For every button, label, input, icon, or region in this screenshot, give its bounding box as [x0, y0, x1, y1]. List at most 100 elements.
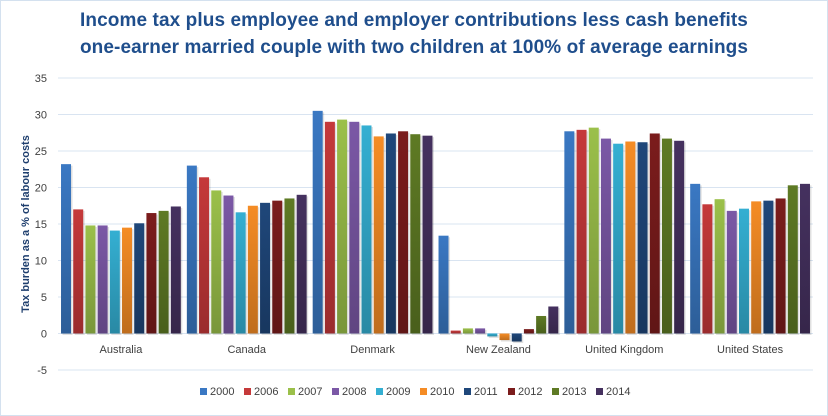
bar-denmark-2013 — [410, 134, 421, 334]
y-axis-label: Tax burden as a % of labour costs — [20, 135, 32, 313]
bar-united-states-2011 — [763, 200, 774, 334]
y-tick-label: 5 — [41, 292, 47, 304]
bar-united-states-2006 — [702, 204, 713, 334]
x-category-label: United States — [717, 344, 784, 356]
legend-label: 2011 — [474, 386, 498, 398]
bar-united-kingdom-2007 — [588, 127, 599, 334]
legend-swatch — [244, 388, 251, 395]
legend-swatch — [288, 388, 295, 395]
bar-australia-2012 — [146, 213, 157, 334]
bar-united-kingdom-2008 — [600, 138, 611, 334]
bar-new-zealand-2011 — [511, 333, 522, 342]
bar-australia-2000 — [61, 164, 72, 334]
legend-label: 2000 — [210, 386, 234, 398]
bar-new-zealand-2009 — [487, 333, 498, 337]
y-tick-label: 0 — [41, 329, 47, 341]
bar-denmark-2014 — [422, 135, 433, 334]
bar-united-states-2009 — [738, 208, 749, 334]
y-tick-label: 35 — [35, 73, 47, 85]
bar-united-states-2007 — [714, 199, 725, 334]
y-axis-ticks: -5 0 5 10 15 20 25 30 35 — [35, 73, 47, 377]
bar-canada-2011 — [260, 202, 271, 334]
legend-item: 2008 — [332, 386, 366, 398]
legend-label: 2012 — [518, 386, 542, 398]
bar-canada-2000 — [186, 165, 197, 334]
legend-label: 2006 — [254, 386, 278, 398]
bar-united-kingdom-2012 — [649, 133, 660, 334]
bar-australia-2009 — [109, 230, 120, 334]
x-category-label: Canada — [227, 344, 266, 356]
bar-denmark-2011 — [385, 133, 396, 334]
bar-united-states-2012 — [775, 198, 786, 334]
bar-united-kingdom-2014 — [674, 140, 685, 334]
x-category-label: New Zealand — [466, 344, 531, 356]
bar-canada-2014 — [296, 194, 307, 334]
bar-canada-2007 — [211, 190, 222, 334]
legend-label: 2007 — [298, 386, 322, 398]
legend-label: 2008 — [342, 386, 366, 398]
legend-label: 2013 — [562, 386, 586, 398]
bar-united-kingdom-2000 — [564, 131, 575, 334]
legend-item: 2012 — [508, 386, 542, 398]
bar-denmark-2010 — [373, 136, 384, 334]
legend-swatch — [464, 388, 471, 395]
bar-new-zealand-2014 — [548, 306, 559, 334]
bar-new-zealand-2013 — [536, 315, 547, 334]
x-category-label: United Kingdom — [585, 344, 663, 356]
bar-united-states-2000 — [690, 183, 701, 334]
legend-item: 2009 — [376, 386, 410, 398]
y-tick-label: 30 — [35, 110, 47, 122]
legend-swatch — [332, 388, 339, 395]
legend-item: 2014 — [596, 386, 630, 398]
y-tick-label: 25 — [35, 146, 47, 158]
bar-australia-2014 — [170, 206, 181, 334]
legend-item: 2013 — [552, 386, 586, 398]
x-category-label: Australia — [100, 344, 144, 356]
legend-item: 2011 — [464, 386, 498, 398]
bar-australia-2006 — [73, 209, 84, 334]
bar-united-states-2010 — [751, 201, 762, 334]
legend-label: 2009 — [386, 386, 410, 398]
legend: 2000 2006 2007 2008 2009 2010 2011 2012 2013 2014 — [200, 386, 630, 398]
legend-swatch — [508, 388, 515, 395]
bar-canada-2008 — [223, 195, 234, 334]
bar-united-states-2013 — [787, 185, 798, 334]
bar-canada-2006 — [199, 177, 210, 334]
y-tick-label: -5 — [37, 365, 47, 377]
legend-label: 2010 — [430, 386, 454, 398]
legend-swatch — [200, 388, 207, 395]
bar-new-zealand-2000 — [438, 235, 449, 334]
bar-united-kingdom-2010 — [625, 141, 636, 334]
legend-item: 2006 — [244, 386, 278, 398]
legend-swatch — [420, 388, 427, 395]
bar-australia-2011 — [134, 223, 145, 334]
bar-united-kingdom-2013 — [661, 138, 672, 334]
chart-title: Income tax plus employee and employer co… — [80, 10, 748, 31]
bar-australia-2008 — [97, 225, 108, 334]
x-category-label: Denmark — [350, 344, 395, 356]
bar-new-zealand-2007 — [462, 328, 473, 334]
bar-canada-2013 — [284, 198, 295, 334]
legend-item: 2010 — [420, 386, 454, 398]
bar-australia-2007 — [85, 225, 96, 334]
bar-canada-2010 — [247, 205, 258, 334]
bar-new-zealand-2008 — [475, 328, 486, 334]
chart-subtitle: one-earner married couple with two child… — [79, 37, 749, 58]
gridlines — [58, 77, 813, 371]
legend-label: 2014 — [606, 386, 630, 398]
bar-denmark-2012 — [398, 131, 409, 334]
y-tick-label: 10 — [35, 256, 47, 268]
bar-united-kingdom-2006 — [576, 129, 587, 334]
bar-denmark-2000 — [312, 110, 323, 334]
bar-australia-2013 — [158, 210, 169, 334]
bar-canada-2012 — [272, 200, 283, 334]
x-axis-categories: Australia Canada Denmark New Zealand United … — [100, 344, 784, 356]
legend-item: 2007 — [288, 386, 322, 398]
bar-shadow — [488, 335, 499, 338]
bar-new-zealand-2012 — [523, 329, 534, 334]
bar-australia-2010 — [122, 227, 133, 334]
bars — [61, 110, 812, 344]
bar-united-kingdom-2011 — [637, 142, 648, 334]
bar-denmark-2007 — [337, 119, 348, 334]
